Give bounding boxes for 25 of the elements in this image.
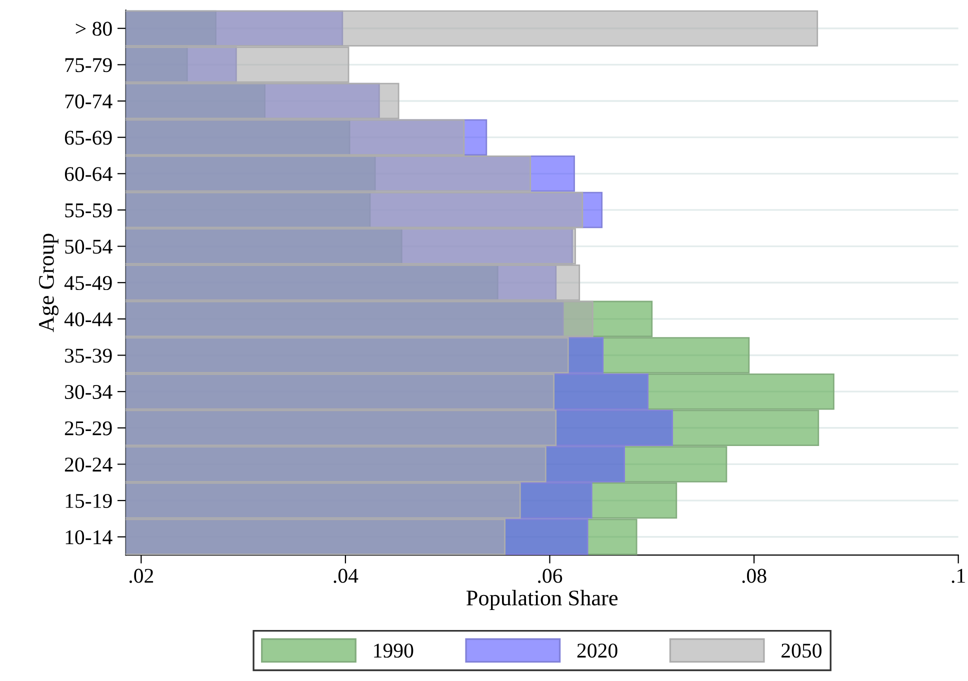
y-tick-label: 35-39 xyxy=(65,348,112,363)
y-tick-label: 15-19 xyxy=(66,494,112,508)
y-tick-label: 50-54 xyxy=(65,240,112,254)
y-tick-label: 20-24 xyxy=(64,458,112,472)
y-tick-label: 65-69 xyxy=(64,130,112,145)
x-tick-label: .1 xyxy=(952,568,965,583)
y-tick-label: 75-79 xyxy=(65,58,112,72)
x-tick-label: .02 xyxy=(130,568,154,583)
x-tick-label: .06 xyxy=(538,568,562,583)
y-tick-label: > 80 xyxy=(76,22,112,36)
legend-label: 2050 xyxy=(782,644,822,658)
y-tick-label: 30-34 xyxy=(65,384,112,400)
y-tick-label: 45-49 xyxy=(64,276,112,290)
x-tick-label: .04 xyxy=(334,568,358,583)
y-tick-label: 25-29 xyxy=(64,421,112,436)
legend-label: 2020 xyxy=(577,644,618,658)
y-axis-title: Age Group xyxy=(38,234,58,332)
y-tick-label: 70-74 xyxy=(65,94,112,108)
y-tick-label: 55-59 xyxy=(65,203,112,218)
y-tick-label: 10-14 xyxy=(66,530,112,544)
legend-label: 1990 xyxy=(374,644,414,658)
y-tick-label: 60-64 xyxy=(64,167,112,182)
x-tick-label: .08 xyxy=(742,568,766,583)
y-tick-label: 40-44 xyxy=(64,312,112,326)
x-axis-title: Population Share xyxy=(466,590,618,610)
